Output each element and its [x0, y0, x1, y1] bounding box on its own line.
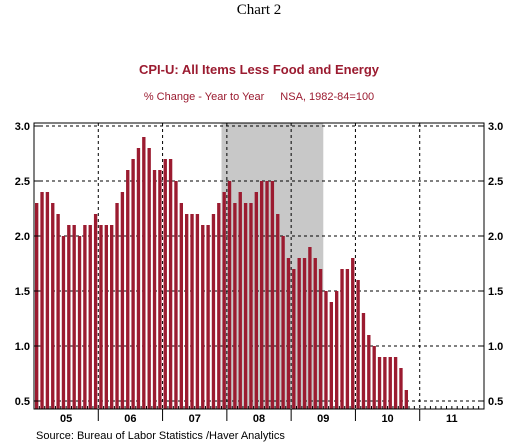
bar	[302, 258, 307, 409]
bar	[174, 181, 178, 409]
bar	[399, 368, 403, 409]
bar	[131, 159, 135, 409]
bar	[217, 203, 221, 409]
bar	[377, 357, 382, 409]
source-note: Source: Bureau of Labor Statistics /Have…	[36, 430, 285, 442]
bar	[393, 357, 398, 409]
y-tick-label-left: 2.0	[15, 231, 30, 243]
bar	[83, 225, 87, 409]
bar	[56, 214, 60, 409]
bar	[351, 258, 355, 409]
bar	[93, 214, 98, 409]
y-tick-label-right: 3.0	[488, 121, 503, 133]
y-tick-label-right: 1.5	[488, 286, 503, 298]
bar	[179, 203, 183, 409]
bar	[297, 258, 301, 409]
bar	[286, 258, 291, 409]
bar	[361, 313, 366, 409]
page-title: Chart 2	[236, 2, 282, 18]
x-tick-label: 05	[60, 413, 72, 425]
x-tick-label: 11	[446, 413, 458, 425]
bar	[40, 192, 44, 409]
bar	[243, 203, 248, 409]
bar	[195, 214, 200, 409]
x-tick-label: 06	[124, 413, 136, 425]
subtitle-base: NSA, 1982-84=100	[280, 91, 375, 103]
bar	[329, 302, 333, 409]
y-tick-label-right: 2.0	[488, 231, 503, 243]
chart-title: CPI-U: All Items Less Food and Energy	[138, 62, 380, 77]
x-tick-label: 07	[189, 413, 201, 425]
y-tick-label-left: 0.5	[15, 396, 30, 408]
bar	[142, 137, 146, 409]
bar	[201, 225, 205, 409]
bar	[222, 192, 226, 409]
bar	[67, 225, 71, 409]
bar	[249, 203, 253, 409]
bar	[313, 258, 317, 409]
bar	[152, 170, 157, 409]
bar	[104, 225, 108, 409]
bar	[88, 225, 92, 409]
x-tick-label: 10	[381, 413, 393, 425]
bar	[318, 269, 323, 409]
bar	[35, 203, 39, 409]
bar	[211, 214, 216, 409]
bar	[77, 236, 82, 409]
bar	[168, 159, 173, 409]
y-tick-label-left: 1.5	[15, 286, 30, 298]
bar	[340, 269, 344, 409]
bar	[383, 357, 387, 409]
bar	[276, 214, 280, 409]
bar	[136, 148, 141, 409]
plot-frame	[33, 122, 485, 410]
bar	[254, 192, 258, 409]
bar	[335, 291, 339, 409]
y-tick-label-left: 3.0	[15, 121, 30, 133]
bar	[238, 192, 242, 409]
chart-subtitle: % Change - Year to Year NSA, 1982-84=100	[0, 91, 518, 103]
bar	[158, 170, 162, 409]
bar	[367, 335, 371, 409]
bar	[61, 236, 66, 409]
bar	[260, 181, 264, 409]
bar	[110, 225, 114, 409]
bar	[356, 280, 360, 409]
bar	[372, 346, 376, 409]
bar	[265, 181, 269, 409]
bar	[120, 192, 125, 409]
bar	[163, 159, 167, 409]
bar	[388, 357, 392, 409]
bar	[345, 269, 350, 409]
bar	[51, 203, 55, 409]
bar	[147, 148, 151, 409]
bar	[206, 225, 210, 409]
y-tick-label-left: 2.5	[15, 176, 30, 188]
bar	[270, 181, 275, 409]
bar	[126, 170, 130, 409]
bar	[185, 214, 189, 409]
bar	[404, 390, 408, 409]
x-tick-label: 08	[253, 413, 265, 425]
bar	[227, 181, 232, 409]
bar	[281, 236, 285, 409]
y-tick-label-right: 0.5	[488, 396, 503, 408]
bar	[99, 225, 103, 409]
bar	[292, 269, 296, 409]
bar	[190, 214, 194, 409]
bar	[233, 203, 237, 409]
y-tick-label-left: 1.0	[15, 341, 30, 353]
bar	[308, 247, 312, 409]
bar	[45, 192, 50, 409]
x-tick-label: 09	[317, 413, 329, 425]
y-tick-label-right: 2.5	[488, 176, 503, 188]
bar	[324, 291, 328, 409]
bar	[115, 203, 119, 409]
y-tick-label-right: 1.0	[488, 341, 503, 353]
subtitle-measure: % Change - Year to Year	[143, 91, 265, 103]
bar	[72, 225, 76, 409]
